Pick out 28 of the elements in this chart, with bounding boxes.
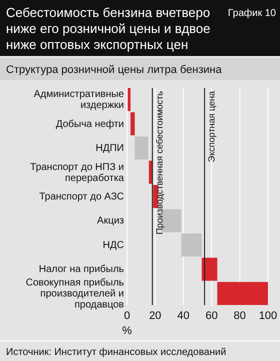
- text: График 10: [228, 8, 276, 19]
- x-axis-title: %: [122, 325, 132, 337]
- text: Источник: Институт финансовых исследований: [6, 347, 226, 358]
- x-tick-label: 40: [177, 310, 190, 322]
- ref-line-label: Экспортная цена: [206, 91, 217, 162]
- y-tick-label: Налог на прибыль: [38, 264, 124, 275]
- x-tick-label: 60: [205, 310, 218, 322]
- bar: [130, 112, 135, 136]
- y-tick-label: Совокупная прибыль производителей и продавцов: [26, 277, 124, 310]
- y-tick-label: Административные издержки: [34, 88, 124, 111]
- y-tick-label: Транспорт до АЗС: [39, 191, 124, 202]
- x-tick-label: 100: [258, 310, 278, 322]
- y-tick-label: НДС: [102, 240, 124, 251]
- bar: [202, 258, 218, 281]
- chart-title: Себестоимость бензина вчетверо ниже его розничной цены и вдвое ниже оптовых экспортных цен: [6, 5, 210, 52]
- y-tick-label: НДПИ: [96, 142, 124, 154]
- ref-line-label: Производственная себестоимость: [154, 90, 164, 235]
- y-tick-label: Транспорт до НПЗ и переработка: [30, 161, 124, 184]
- y-tick-label: Акциз: [97, 215, 124, 226]
- bar: [181, 233, 202, 257]
- y-tick-label: Добыча нефти: [56, 118, 124, 130]
- x-tick-label: 0: [124, 310, 130, 322]
- bar: [217, 282, 268, 305]
- bar: [128, 88, 131, 112]
- x-tick-label: 80: [234, 310, 246, 322]
- bar: [134, 136, 148, 160]
- x-tick-label: 20: [149, 310, 162, 322]
- chart-subtitle: Структура розничной цены литра бензина: [6, 64, 223, 76]
